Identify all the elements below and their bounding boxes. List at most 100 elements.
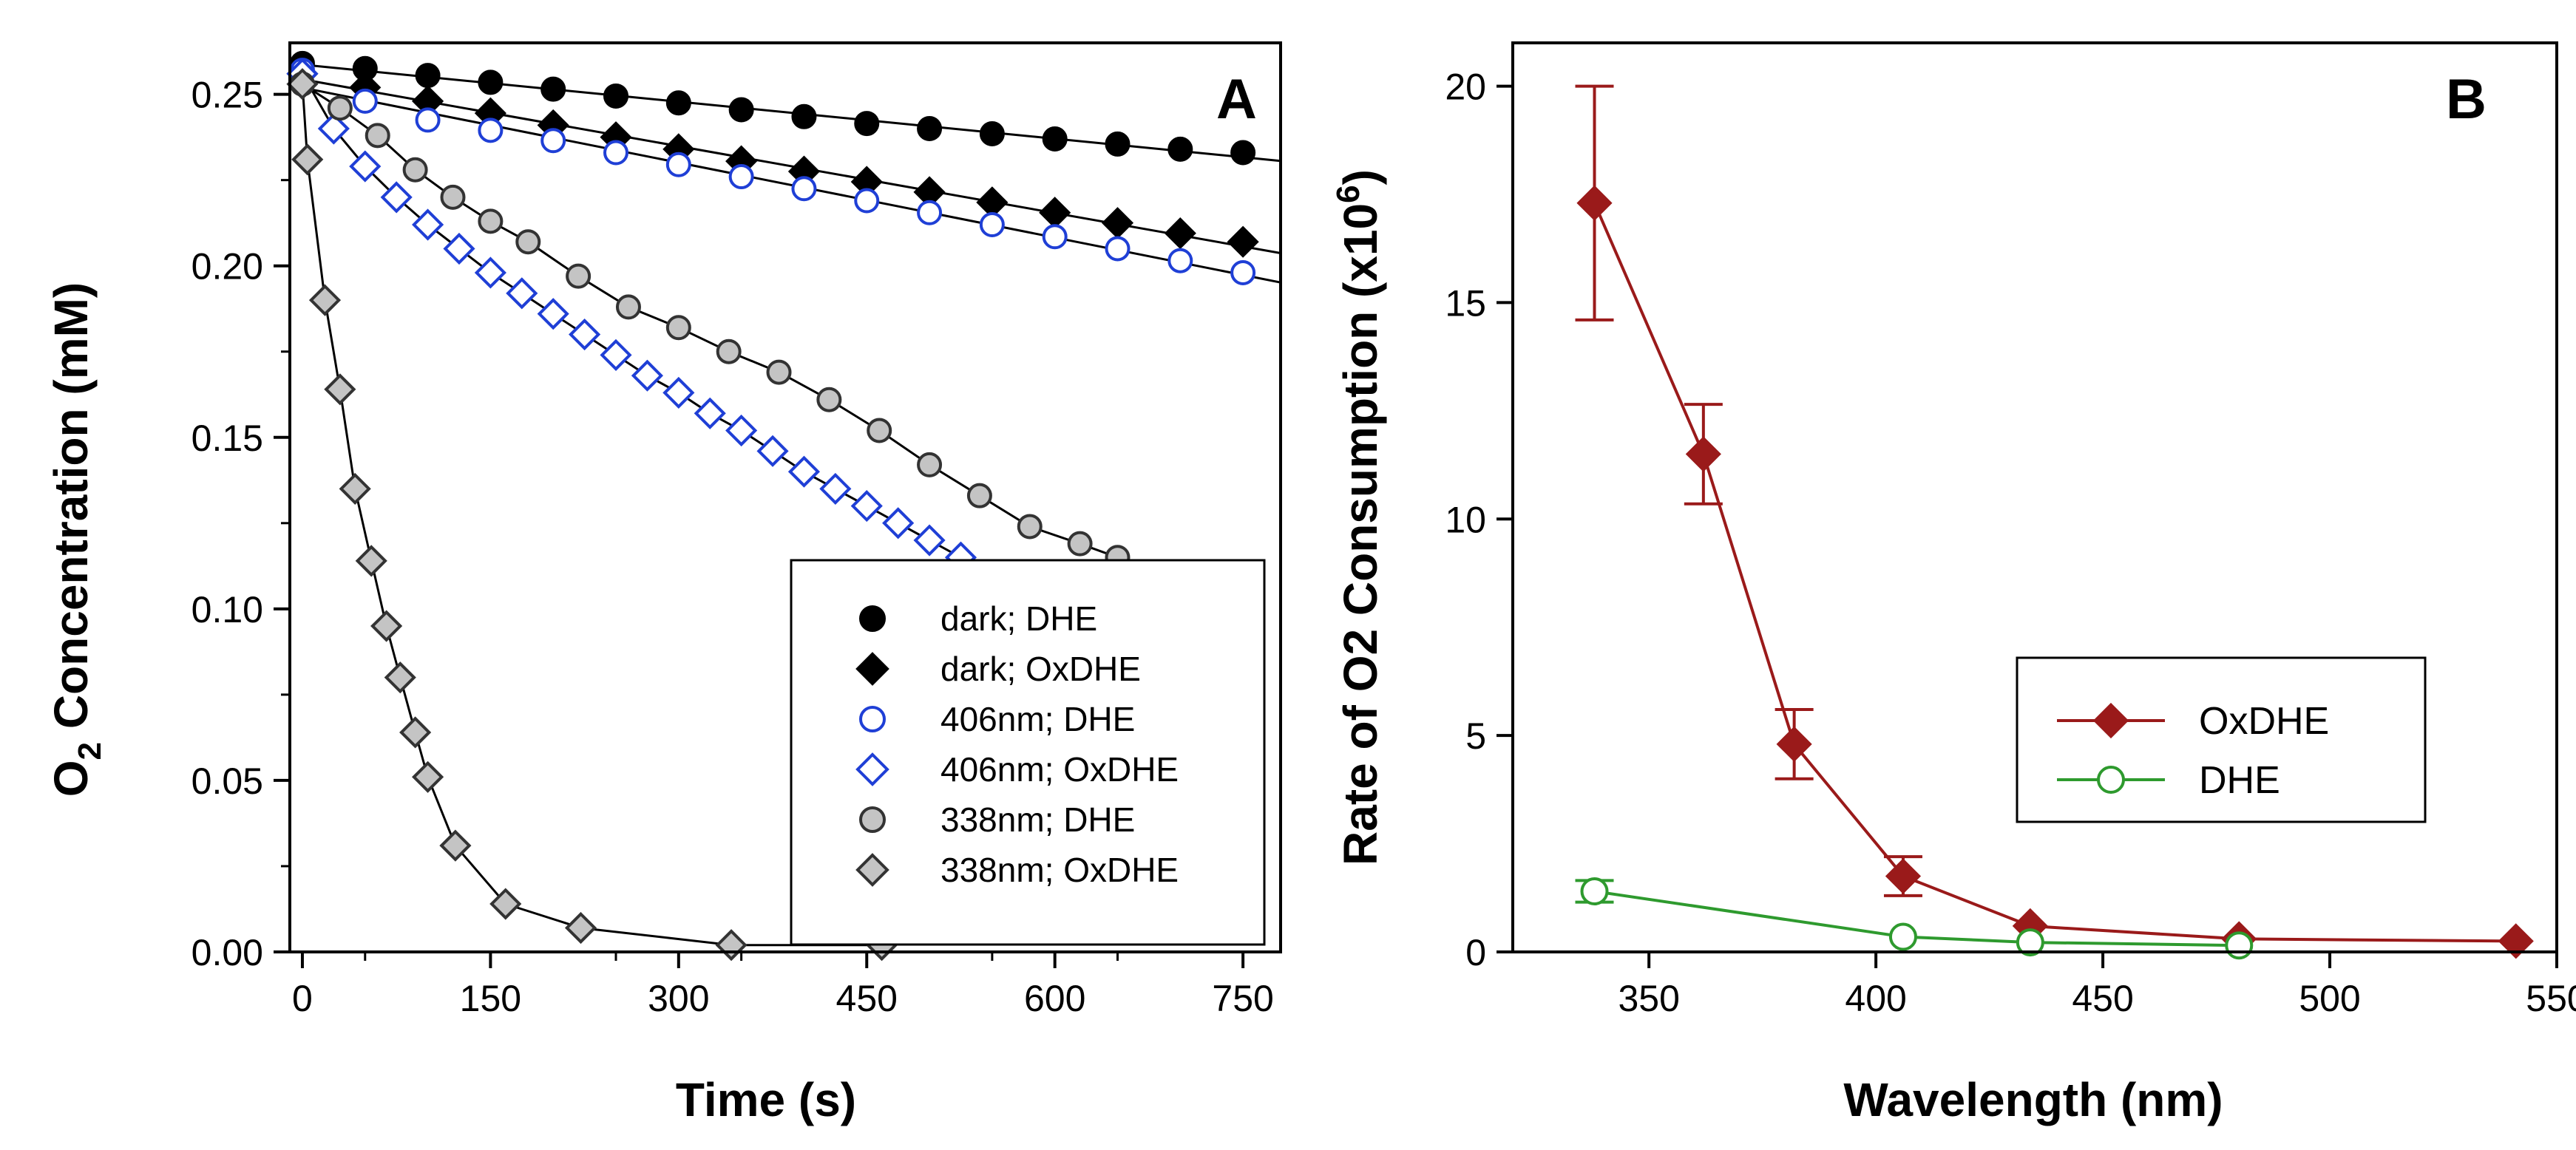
data-point-dark-oxdhe: [1227, 225, 1259, 258]
panel-b-frame: [1511, 41, 2558, 953]
panel-a-y-axis-title-rest: Concentration (mM): [44, 282, 98, 742]
data-point-dark-oxdhe: [976, 186, 1009, 219]
data-point-oxdhe: [1685, 436, 1721, 472]
panel-a-x-axis-title: Time (s): [676, 1073, 856, 1126]
data-point-338nm-dhe: [766, 359, 792, 385]
data-point-406nm-oxdhe: [631, 359, 663, 392]
data-point-406nm-oxdhe: [317, 112, 350, 145]
fit-line-dark-oxdhe: [302, 78, 1281, 254]
data-point-406nm-oxdhe: [913, 524, 946, 557]
fit-line-406nm-oxdhe: [301, 73, 962, 559]
legend-label-406nm-oxdhe: 406nm; OxDHE: [940, 750, 1179, 789]
data-point-406nm-dhe: [478, 118, 504, 143]
data-point-406nm-dhe: [791, 176, 817, 202]
data-point-338nm-dhe: [716, 338, 742, 364]
data-point-dark-dhe: [540, 76, 566, 102]
data-point-338nm-oxdhe: [355, 545, 387, 577]
data-point-dark-dhe: [791, 103, 817, 129]
data-point-338nm-oxdhe: [412, 761, 444, 793]
panel-a-frame: [288, 41, 1282, 953]
legend-label-oxdhe: OxDHE: [2199, 700, 2329, 743]
data-point-338nm-dhe: [478, 208, 504, 234]
data-point-338nm-oxdhe: [308, 284, 342, 316]
panel-a-y-tick-label: 0.15: [191, 418, 263, 459]
panel-a-y-tick-label: 0.10: [191, 589, 263, 630]
legend-marker-338nm-dhe: [859, 806, 886, 833]
data-point-338nm-dhe: [440, 184, 466, 210]
data-point-406nm-oxdhe: [756, 435, 789, 467]
data-point-338nm-oxdhe: [370, 610, 403, 642]
data-point-406nm-dhe: [1042, 224, 1068, 250]
data-point-406nm-dhe: [415, 107, 441, 133]
data-point-406nm-oxdhe: [850, 490, 883, 523]
data-point-406nm-oxdhe: [725, 414, 758, 447]
data-point-338nm-dhe: [615, 294, 641, 320]
data-point-406nm-dhe: [665, 152, 691, 177]
panel-b-y-axis-title: Rate of O2 Consumption (x106): [1330, 169, 1387, 865]
panel-b-y-tick-label: 0: [1465, 932, 1486, 973]
legend-label-338nm-oxdhe: 338nm; OxDHE: [940, 851, 1179, 889]
data-point-dark-dhe: [1167, 136, 1193, 162]
data-point-406nm-oxdhe: [787, 455, 821, 488]
data-point-406nm-oxdhe: [380, 181, 413, 214]
panel-a-x-tick-label: 300: [648, 978, 709, 1019]
panel-b-y-axis-title-close: ): [1334, 169, 1387, 185]
data-point-dark-dhe: [603, 83, 629, 109]
panel-a-plot-area: [286, 50, 1281, 962]
data-point-338nm-oxdhe: [339, 472, 371, 505]
data-point-406nm-oxdhe: [694, 397, 726, 429]
legend-marker-dark-dhe: [859, 605, 886, 632]
data-point-dhe: [2225, 931, 2254, 960]
panel-b-y-axis-title-main: Rate of O2 Consumption (x10: [1334, 203, 1387, 865]
panel-a-y-axis-title-main: O: [44, 760, 98, 797]
data-point-406nm-oxdhe: [819, 472, 852, 505]
data-point-406nm-oxdhe: [569, 318, 601, 351]
panel-b-x-axis-title: Wavelength (nm): [1843, 1073, 2223, 1126]
data-point-406nm-dhe: [1105, 236, 1131, 262]
data-point-406nm-dhe: [540, 128, 566, 154]
panel-a-y-axis-title: O2 Concentration (mM): [44, 282, 108, 797]
panel-b-y-tick-label: 10: [1445, 499, 1486, 540]
data-point-338nm-dhe: [966, 483, 992, 508]
data-point-dark-dhe: [1042, 126, 1068, 152]
panel-a-x-tick-label: 150: [460, 978, 521, 1019]
fit-line-338nm-dhe: [302, 83, 1119, 559]
panel-b-x-tick-label: 450: [2072, 978, 2133, 1019]
data-point-338nm-dhe: [365, 123, 390, 149]
panel-a-x-tick-label: 750: [1212, 978, 1273, 1019]
panel-a-axes: 0 150 300 450 600 750 0.00 0.05 0.10 0.15 0.20 0.25: [191, 41, 1282, 1019]
legend-label-338nm-dhe: 338nm; DHE: [940, 800, 1135, 839]
data-point-338nm-oxdhe: [384, 661, 416, 694]
legend-marker-dark-oxdhe: [855, 652, 889, 686]
data-point-338nm-oxdhe: [439, 829, 472, 862]
data-point-338nm-dhe: [1067, 531, 1093, 557]
panel-a-x-tick-label: 600: [1024, 978, 1085, 1019]
series-line-dhe: [1594, 890, 2240, 947]
data-point-406nm-dhe: [917, 200, 943, 225]
fit-line-dark-dhe: [302, 64, 1281, 163]
panel-b-x-tick-label: 550: [2526, 978, 2576, 1019]
data-point-338nm-dhe: [867, 418, 892, 443]
data-point-406nm-dhe: [1230, 259, 1256, 285]
data-point-338nm-oxdhe: [564, 911, 597, 945]
panel-b-label: B: [2446, 68, 2487, 131]
data-point-dark-dhe: [917, 116, 943, 142]
data-point-dark-oxdhe: [1164, 217, 1196, 250]
panel-a-y-tick-label: 0.00: [191, 932, 263, 973]
panel-a-label: A: [1216, 68, 1257, 131]
data-point-dark-dhe: [728, 97, 754, 123]
panel-a-chart: 0 150 300 450 600 750 0.00 0.05 0.10 0.15 0.20 0.25…: [44, 41, 1282, 1126]
legend-label-406nm-dhe: 406nm; DHE: [940, 700, 1135, 738]
legend-marker-dhe: [2097, 766, 2125, 794]
data-point-oxdhe: [2498, 923, 2534, 959]
data-point-338nm-oxdhe: [286, 68, 319, 101]
data-point-dark-oxdhe: [1039, 197, 1071, 229]
panel-b-y-tick-label: 15: [1445, 282, 1486, 324]
panel-a-x-tick-label: 0: [292, 978, 313, 1019]
data-point-338nm-dhe: [917, 452, 943, 477]
data-point-338nm-dhe: [566, 263, 592, 289]
data-point-406nm-oxdhe: [412, 208, 444, 241]
panel-b-y-axis-title-sup: 6: [1330, 185, 1366, 203]
data-point-338nm-oxdhe: [489, 888, 522, 920]
